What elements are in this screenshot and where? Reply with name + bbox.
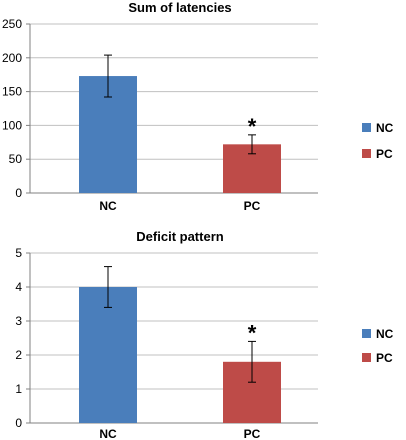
legend-label: NC <box>376 327 394 341</box>
y-tick-label: 0 <box>15 416 22 430</box>
legend-swatch-pc <box>362 149 371 158</box>
legend-label: PC <box>376 147 393 161</box>
legend: NC PC <box>362 121 394 161</box>
y-tick-label: 5 <box>15 246 22 260</box>
legend-swatch-nc <box>362 123 371 132</box>
legend-label: NC <box>376 121 394 135</box>
chart-title: Sum of latencies <box>128 0 231 15</box>
y-tick-label: 200 <box>2 51 22 65</box>
significance-marker: * <box>248 320 257 345</box>
legend: NC PC <box>362 327 394 365</box>
legend-swatch-nc <box>362 329 371 338</box>
y-tick-label: 0 <box>15 186 22 200</box>
chart-2: Deficit pattern 0 1 2 3 4 5 NC PC * NC PC <box>15 229 393 440</box>
y-tick-label: 250 <box>2 17 22 31</box>
bar-nc <box>79 287 137 423</box>
y-tick-label: 4 <box>15 280 22 294</box>
x-tick-label: PC <box>244 199 261 213</box>
x-tick-label: PC <box>244 427 261 440</box>
significance-marker: * <box>248 114 257 139</box>
x-tick-label: NC <box>99 427 117 440</box>
y-tick-label: 3 <box>15 314 22 328</box>
x-tick-label: NC <box>99 199 117 213</box>
y-tick-label: 50 <box>9 152 23 166</box>
y-tick-label: 150 <box>2 85 22 99</box>
chart-1: Sum of latencies 0 50 100 150 200 250 NC PC * NC PC <box>2 0 394 213</box>
y-tick-label: 2 <box>15 348 22 362</box>
y-tick-label: 1 <box>15 382 22 396</box>
legend-label: PC <box>376 351 393 365</box>
chart-title: Deficit pattern <box>136 229 223 244</box>
legend-swatch-pc <box>362 353 371 362</box>
y-tick-label: 100 <box>2 118 22 132</box>
